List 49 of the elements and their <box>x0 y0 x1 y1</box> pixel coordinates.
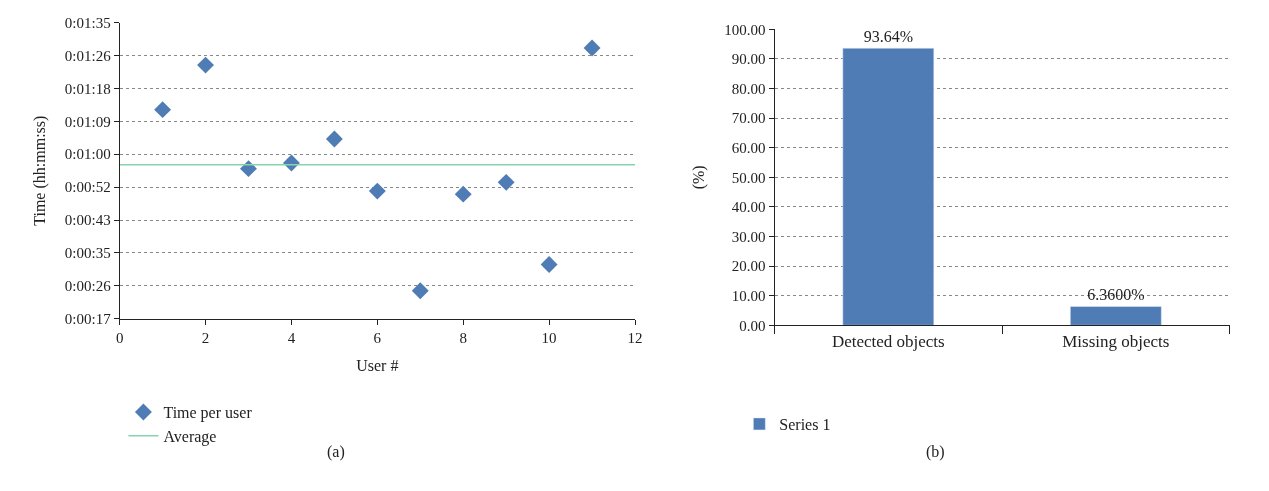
y-axis-title: Time (hh:mm:ss) <box>30 115 49 226</box>
point <box>325 130 343 148</box>
x-tick-label: Missing objects <box>1062 331 1170 351</box>
y-tick-label: 90.00 <box>731 51 766 68</box>
y-tick-label: 100.00 <box>724 21 766 38</box>
point <box>368 182 386 200</box>
y-tick-label: 10.00 <box>731 287 766 304</box>
point <box>154 101 172 119</box>
y-tick-label: 0:01:26 <box>64 47 112 64</box>
x-tick-label: 0 <box>115 329 124 346</box>
point <box>454 185 472 203</box>
legend-label: Average <box>163 428 217 447</box>
y-tick-label: 30.00 <box>731 228 766 245</box>
x-axis-title: User # <box>356 357 399 375</box>
y-tick-label: 0:00:35 <box>64 245 111 262</box>
x-tick-label: 4 <box>287 329 296 346</box>
y-tick-label: 50.00 <box>731 169 766 186</box>
y-tick-label: 60.00 <box>731 139 766 156</box>
point <box>540 256 558 273</box>
y-tick-label: 80.00 <box>731 80 766 97</box>
y-tick-label: 0:00:52 <box>64 179 111 196</box>
y-tick-label: 0:00:17 <box>64 310 112 327</box>
x-tick-label: Detected objects <box>831 331 945 351</box>
point <box>197 56 214 74</box>
x-tick-label: 8 <box>459 329 467 346</box>
legend-label: Time per user <box>163 404 253 423</box>
x-tick-label: 6 <box>373 329 382 346</box>
point <box>583 39 601 57</box>
y-tick-label: 70.00 <box>731 110 766 127</box>
y-tick-label: 0:00:43 <box>64 212 111 229</box>
data-label: 93.64% <box>863 28 913 46</box>
y-tick-label: 40.00 <box>731 199 766 216</box>
x-tick-label: 2 <box>201 329 210 346</box>
y-tick-label: 0:01:35 <box>64 14 111 31</box>
text: (a) <box>327 443 345 461</box>
legend-label: Series 1 <box>779 416 831 434</box>
text: (b) <box>926 443 945 461</box>
point <box>497 173 515 191</box>
point <box>411 282 429 300</box>
y-tick-label: 0.00 <box>739 317 766 334</box>
y-tick-label: 0:01:09 <box>64 113 111 130</box>
x-tick-label: 12 <box>627 329 643 346</box>
y-axis-title: (%) <box>690 165 709 190</box>
x-tick-label: 10 <box>541 329 557 346</box>
y-tick-label: 0:00:26 <box>64 278 112 295</box>
y-tick-label: 0:01:18 <box>64 80 111 97</box>
y-tick-label: 0:01:00 <box>64 146 111 163</box>
y-tick-label: 20.00 <box>731 258 766 275</box>
data-label: 6.3600% <box>1087 286 1145 304</box>
